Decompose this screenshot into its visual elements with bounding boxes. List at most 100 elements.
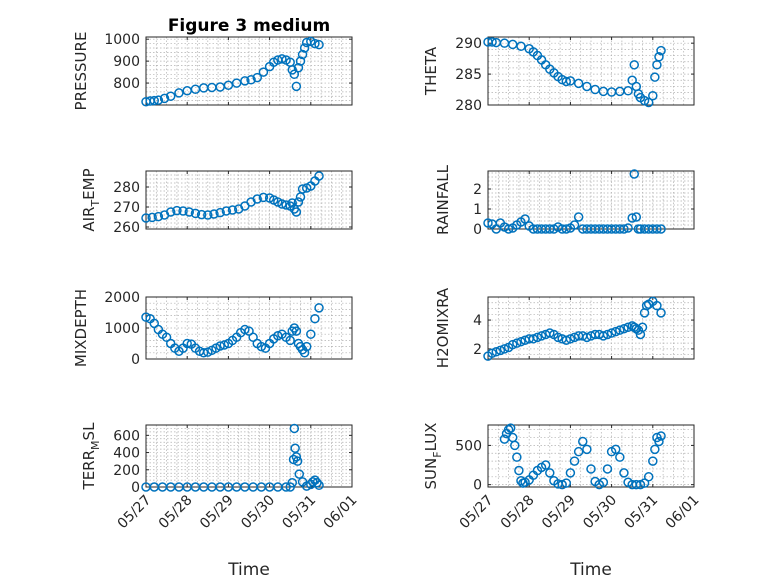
- axes-box: [487, 36, 695, 106]
- data-point: [565, 468, 576, 478]
- data-point: [561, 224, 572, 234]
- data-point: [198, 348, 209, 358]
- data-point: [231, 78, 242, 88]
- data-point: [565, 334, 576, 344]
- data-point: [165, 207, 176, 217]
- data-point: [561, 335, 572, 346]
- data-point: [561, 76, 572, 87]
- subplot-5: 0 1000 2000 MIXDEPTH: [72, 289, 353, 368]
- data-point: [582, 81, 592, 92]
- data-point: [569, 456, 580, 466]
- data-point: [507, 339, 518, 350]
- data-point: [495, 345, 506, 356]
- data-point: [297, 49, 308, 60]
- y-axis-label: MIXDEPTH: [72, 289, 90, 367]
- data-point: [285, 335, 295, 346]
- data-point: [602, 329, 613, 340]
- data-point: [615, 452, 625, 462]
- data-point: [240, 76, 250, 86]
- data-point: [623, 223, 633, 233]
- data-point: [516, 41, 526, 52]
- y-tick-label: 4: [473, 313, 482, 329]
- y-axis-label: RAINFALL: [434, 164, 452, 235]
- data-point: [256, 341, 267, 352]
- data-point: [287, 65, 298, 75]
- data-point: [165, 91, 176, 101]
- axes-box: [487, 424, 695, 488]
- data-point: [557, 479, 567, 490]
- data-point: [153, 95, 164, 105]
- x-tick-label: 05/27: [457, 492, 497, 532]
- data-point: [281, 482, 291, 492]
- data-point: [650, 444, 660, 455]
- data-point: [503, 224, 514, 234]
- data-point: [652, 300, 662, 311]
- data-point: [487, 348, 497, 358]
- y-tick-label: 0: [473, 222, 482, 238]
- data-point: [281, 200, 291, 210]
- data-point: [299, 348, 310, 358]
- y-axis-label: H2OMIXRA: [434, 287, 452, 368]
- data-point: [656, 431, 666, 441]
- data-point: [569, 220, 580, 230]
- axes-box: [145, 36, 353, 106]
- data-point: [297, 184, 308, 194]
- subplot-6: 2 4 H2OMIXRA: [434, 287, 695, 368]
- data-point: [491, 347, 501, 357]
- data-point: [643, 97, 654, 108]
- y-tick-label: 0: [131, 480, 140, 496]
- x-tick-label: 05/30: [238, 492, 278, 532]
- subplot-4: 0 1 2 RAINFALL: [434, 164, 695, 238]
- data-point: [615, 325, 625, 335]
- data-point: [650, 72, 660, 82]
- data-point: [573, 78, 584, 89]
- data-point: [610, 444, 621, 455]
- data-point: [258, 67, 269, 77]
- data-point: [573, 446, 584, 457]
- data-point: [252, 72, 262, 83]
- data-point: [289, 69, 300, 80]
- data-point: [258, 192, 269, 203]
- y-axis-label: SUNFLUX: [422, 423, 444, 490]
- data-point: [641, 300, 652, 311]
- x-tick-label: 05/28: [498, 492, 538, 532]
- y-tick-label: 0: [131, 352, 140, 368]
- data-point: [598, 477, 609, 488]
- data-point: [141, 213, 151, 223]
- data-point: [635, 479, 646, 490]
- data-point: [196, 209, 207, 220]
- data-point: [295, 56, 306, 66]
- data-point: [190, 208, 201, 219]
- data-point: [637, 322, 648, 333]
- y-tick-label: 270: [113, 200, 140, 216]
- x-tick-label: 05/31: [621, 492, 661, 532]
- data-point: [629, 60, 640, 70]
- y-tick-label: 2: [473, 182, 482, 198]
- data-point: [209, 209, 219, 219]
- data-point: [310, 38, 320, 49]
- chart-title: Figure 3 medium: [168, 16, 330, 36]
- data-point: [289, 423, 300, 434]
- data-point: [532, 332, 543, 343]
- y-tick-label: 2: [473, 342, 482, 358]
- data-point: [215, 341, 225, 351]
- data-point: [314, 39, 324, 50]
- data-point: [487, 37, 497, 47]
- data-point: [545, 328, 555, 338]
- y-tick-label: 400: [113, 446, 140, 462]
- y-tick-label: 260: [113, 220, 140, 236]
- data-point: [301, 341, 312, 352]
- data-point: [528, 334, 539, 344]
- data-point: [221, 206, 232, 216]
- y-axis-label: AIRTEMP: [80, 168, 102, 231]
- y-tick-label: 0: [473, 478, 482, 494]
- data-point: [277, 54, 287, 64]
- data-point: [629, 169, 640, 179]
- data-point: [553, 332, 563, 343]
- data-point: [178, 206, 188, 216]
- data-point: [602, 464, 613, 474]
- data-point: [656, 224, 666, 234]
- data-point: [586, 464, 596, 474]
